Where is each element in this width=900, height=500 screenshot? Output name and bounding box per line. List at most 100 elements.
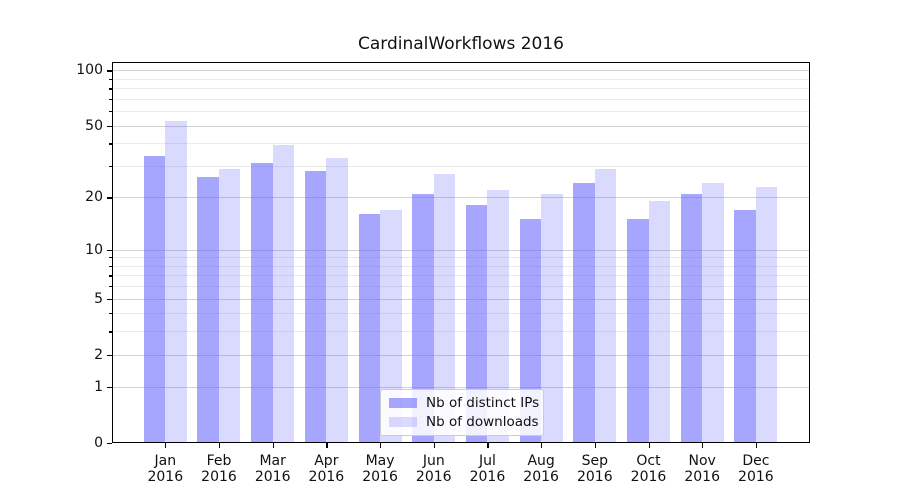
x-tick-label-jun: Jun 2016 <box>415 453 452 486</box>
x-tick-label-aug: Aug 2016 <box>523 453 559 486</box>
chart-title: CardinalWorkflows 2016 <box>358 34 564 54</box>
gridline-minor-6 <box>112 286 810 288</box>
y-minortick-30 <box>109 165 112 168</box>
gridline-minor-7 <box>112 275 810 277</box>
x-tick-mar <box>272 443 274 449</box>
bar-ips-dec <box>734 209 756 444</box>
bar-ips-nov <box>680 193 703 444</box>
x-tick-label-nov: Nov 2016 <box>684 453 720 486</box>
x-tick-jan <box>165 443 167 449</box>
bar-downloads-dec <box>755 186 778 444</box>
bar-ips-mar <box>251 163 273 444</box>
y-tick-label-100: 100 <box>76 62 103 79</box>
bar-downloads-may <box>380 209 402 444</box>
bar-downloads-jul <box>487 190 509 444</box>
y-tick-0 <box>107 443 112 445</box>
gridline-major-5 <box>112 298 810 300</box>
x-tick-label-apr: Apr 2016 <box>308 453 345 486</box>
legend-item-downloads: Nb of downloads <box>389 414 539 430</box>
bar-downloads-feb <box>218 168 241 444</box>
y-minortick-90 <box>109 78 112 81</box>
x-tick-dec <box>755 443 758 449</box>
y-tick-2 <box>107 354 112 356</box>
y-minortick-60 <box>109 111 112 113</box>
bar-downloads-apr <box>326 158 348 444</box>
bar-downloads-mar <box>272 145 295 444</box>
gridline-minor-9 <box>112 257 810 259</box>
legend: Nb of distinct IPs Nb of downloads <box>380 389 544 436</box>
gridline-minor-80 <box>112 88 810 90</box>
gridline-minor-30 <box>112 165 810 167</box>
y-tick-50 <box>107 125 112 127</box>
bar-ips-aug <box>519 219 542 444</box>
y-minortick-4 <box>109 313 112 315</box>
x-tick-feb <box>218 443 221 449</box>
bar-ips-may <box>358 214 381 444</box>
y-minortick-6 <box>109 286 112 288</box>
x-tick-aug <box>541 443 543 449</box>
bar-ips-jun <box>412 193 434 444</box>
bar-ips-oct <box>627 219 649 444</box>
x-tick-label-jan: Jan 2016 <box>147 453 184 486</box>
y-minortick-7 <box>109 275 112 277</box>
bar-ips-jul <box>465 205 488 444</box>
y-tick-label-0: 0 <box>94 435 103 452</box>
gridline-minor-4 <box>112 313 810 315</box>
bar-ips-feb <box>197 177 219 444</box>
y-tick-20 <box>107 197 112 199</box>
bar-downloads-jan <box>165 121 187 444</box>
x-tick-label-jul: Jul 2016 <box>469 453 506 486</box>
y-tick-100 <box>107 70 112 72</box>
x-tick-may <box>380 443 382 449</box>
y-minortick-9 <box>109 257 112 259</box>
gridline-minor-70 <box>112 98 810 100</box>
gridline-major-1 <box>112 387 810 389</box>
bar-downloads-aug <box>541 193 563 444</box>
x-tick-sep <box>594 443 596 449</box>
x-tick-nov <box>702 443 704 449</box>
x-tick-jun <box>433 443 435 449</box>
bar-ips-sep <box>573 183 595 444</box>
gridline-major-50 <box>112 125 810 127</box>
gridline-major-20 <box>112 197 810 199</box>
gridline-minor-3 <box>112 331 810 333</box>
bar-downloads-oct <box>648 201 670 444</box>
y-tick-label-2: 2 <box>94 346 103 363</box>
gridline-major-100 <box>112 70 810 72</box>
x-tick-apr <box>326 443 328 449</box>
y-tick-1 <box>107 387 112 389</box>
x-tick-label-mar: Mar 2016 <box>254 453 291 486</box>
y-minortick-3 <box>109 331 112 333</box>
gridline-minor-40 <box>112 143 810 145</box>
y-tick-label-5: 5 <box>94 290 103 307</box>
gridline-minor-60 <box>112 111 810 113</box>
bar-ips-apr <box>304 171 327 444</box>
bar-downloads-jun <box>433 174 456 444</box>
plot-area <box>112 62 810 444</box>
gridline-major-10 <box>112 249 810 251</box>
y-tick-label-50: 50 <box>85 117 103 134</box>
legend-label: Nb of distinct IPs <box>426 395 540 412</box>
y-tick-10 <box>107 249 112 251</box>
y-tick-label-10: 10 <box>85 241 103 258</box>
x-tick-label-dec: Dec 2016 <box>738 453 774 486</box>
legend-label: Nb of downloads <box>426 413 539 430</box>
legend-swatch-icon <box>389 416 417 427</box>
x-tick-label-oct: Oct 2016 <box>630 453 667 486</box>
y-tick-label-1: 1 <box>94 379 103 396</box>
y-minortick-70 <box>109 98 112 101</box>
x-tick-label-feb: Feb 2016 <box>201 453 237 486</box>
y-tick-5 <box>107 298 112 300</box>
x-tick-oct <box>648 443 650 449</box>
x-tick-label-may: May 2016 <box>362 453 398 486</box>
x-tick-jul <box>487 443 489 449</box>
gridline-minor-8 <box>112 265 810 267</box>
x-tick-label-sep: Sep 2016 <box>576 453 613 486</box>
gridline-major-2 <box>112 354 810 356</box>
y-tick-label-20: 20 <box>85 189 103 206</box>
legend-swatch-icon <box>389 398 417 409</box>
gridline-minor-90 <box>112 78 810 80</box>
bar-downloads-sep <box>594 168 617 444</box>
legend-item-ips: Nb of distinct IPs <box>389 395 539 411</box>
